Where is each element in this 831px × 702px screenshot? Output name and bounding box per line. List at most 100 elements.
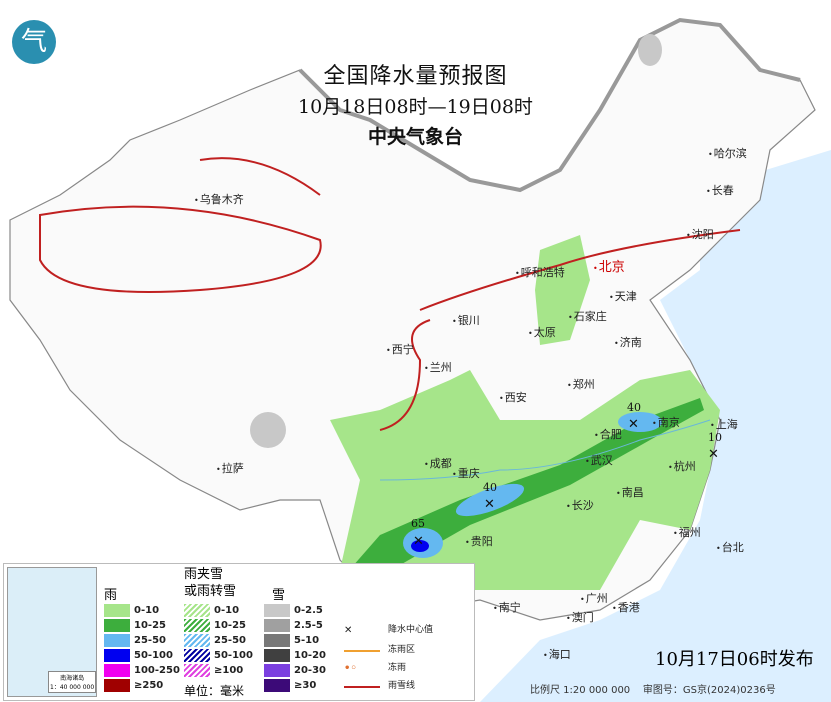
legend-swatch-mixed — [184, 649, 210, 662]
agency: 中央气象台 — [367, 126, 463, 148]
city-label: 哈尔滨 — [708, 145, 747, 161]
city-label: 北京 — [593, 256, 625, 275]
snow-line-label: 雨雪线 — [388, 681, 416, 691]
legend-label-mixed: ≥100 — [214, 665, 244, 676]
legend-swatch-mixed — [184, 634, 210, 647]
legend-label-snow: 5-10 — [294, 635, 320, 646]
issue-time: 10月17日06时发布 — [655, 649, 814, 670]
center-value: 40 — [627, 401, 641, 414]
city-label: 郑州 — [567, 376, 595, 392]
freezing-rain-label: 冻雨 — [388, 663, 407, 673]
cma-logo: 气 — [12, 20, 56, 64]
forecast-period: 10月18日08时—19日08时 — [298, 96, 533, 118]
center-value: 10 — [708, 431, 722, 444]
city-label: 合肥 — [594, 426, 622, 442]
city-label: 长沙 — [566, 497, 594, 513]
legend-label-snow: 2.5-5 — [294, 620, 323, 631]
city-label: 杭州 — [668, 458, 696, 474]
snow-0-2.5 — [638, 34, 662, 66]
legend-label-snow: ≥30 — [294, 680, 317, 691]
legend-rain-title: 雨 — [104, 588, 118, 603]
city-label: 广州 — [580, 590, 608, 606]
freezing-rain-icon: •◦ — [344, 663, 357, 674]
legend-swatch-rain — [104, 664, 130, 677]
legend-label-mixed: 25-50 — [214, 635, 246, 646]
inset-scale: 南海诸岛 1：40 000 000 — [48, 671, 97, 693]
city-label: 成都 — [424, 455, 452, 471]
legend-swatch-mixed — [184, 619, 210, 632]
rain-25-50 — [455, 483, 525, 517]
city-label: 福州 — [673, 524, 701, 540]
city-label: 拉萨 — [216, 460, 244, 476]
legend-label-snow: 10-20 — [294, 650, 326, 661]
x-mark-icon: ✕ — [413, 534, 424, 549]
legend-swatch-snow — [264, 664, 290, 677]
legend-swatch-mixed — [184, 604, 210, 617]
legend-swatch-rain — [104, 604, 130, 617]
rain-25-50 — [618, 412, 662, 432]
x-mark-icon: ✕ — [708, 447, 719, 462]
legend: 南海诸岛 1：40 000 000 雨 雨夹雪 或雨转雪 雪 0-10 10-25 2… — [3, 563, 475, 701]
legend-snow-title: 雪 — [272, 588, 286, 603]
legend-swatch-mixed — [184, 664, 210, 677]
city-label: 重庆 — [452, 465, 480, 481]
snow-line-icon — [344, 686, 380, 688]
city-label: 太原 — [528, 324, 556, 340]
center-value-label: 降水中心值 — [388, 625, 434, 635]
legend-label-mixed: 10-25 — [214, 620, 246, 631]
legend-mixed-title: 雨夹雪 或雨转雪 — [184, 567, 237, 599]
city-label: 长春 — [706, 182, 734, 198]
city-label: 上海 — [710, 416, 738, 432]
legend-swatch-rain — [104, 679, 130, 692]
city-label: 西宁 — [386, 341, 414, 357]
city-label: 香港 — [612, 599, 640, 615]
city-label: 石家庄 — [568, 308, 607, 324]
south-china-sea-inset: 南海诸岛 1：40 000 000 — [7, 567, 97, 697]
city-label: 沈阳 — [686, 226, 714, 242]
legend-label-mixed: 0-10 — [214, 605, 240, 616]
city-label: 呼和浩特 — [515, 264, 565, 280]
center-value: 40 — [483, 481, 497, 494]
city-label: 南京 — [652, 414, 680, 430]
legend-label-rain: 10-25 — [134, 620, 166, 631]
legend-swatch-snow — [264, 619, 290, 632]
legend-label-snow: 0-2.5 — [294, 605, 323, 616]
inset-scale-value: 1：40 000 000 — [50, 684, 95, 691]
freezing-zone-label: 冻雨区 — [388, 645, 416, 655]
x-mark-icon: ✕ — [628, 417, 639, 432]
center-value: 65 — [411, 517, 425, 530]
legend-swatch-rain — [104, 634, 130, 647]
legend-swatch-rain — [104, 649, 130, 662]
rain-50-100 — [411, 540, 429, 552]
snow-0-2.5 — [250, 412, 286, 448]
city-label: 乌鲁木齐 — [194, 191, 244, 207]
legend-swatch-snow — [264, 604, 290, 617]
legend-label-rain: 25-50 — [134, 635, 166, 646]
city-label: 济南 — [614, 334, 642, 350]
city-label: 西安 — [499, 389, 527, 405]
city-label: 南昌 — [616, 484, 644, 500]
map-scale: 比例尺 1:20 000 000 — [530, 685, 631, 696]
map-title: 全国降水量预报图 — [323, 64, 508, 89]
city-label: 海口 — [543, 646, 571, 662]
city-label: 银川 — [452, 312, 480, 328]
rivers — [379, 419, 711, 481]
border — [298, 17, 801, 193]
city-label: 澳门 — [566, 609, 594, 625]
inset-title: 南海诸岛 — [60, 675, 85, 682]
freezing-zone-line — [344, 650, 380, 652]
legend-swatch-rain — [104, 619, 130, 632]
footer: 比例尺 1:20 000 000 审图号：GS京(2024)0236号 — [530, 681, 776, 696]
map-approval-number: 审图号：GS京(2024)0236号 — [642, 685, 776, 696]
legend-label-mixed: 50-100 — [214, 650, 253, 661]
legend-swatch-snow — [264, 634, 290, 647]
city-label: 台北 — [716, 539, 744, 555]
x-mark-icon: ✕ — [344, 625, 353, 636]
city-label: 天津 — [609, 288, 637, 304]
snow-line — [39, 157, 741, 431]
unit-label: 单位：毫米 — [184, 684, 245, 698]
city-label: 武汉 — [585, 452, 613, 468]
city-label: 兰州 — [424, 359, 452, 375]
legend-label-rain: 0-10 — [134, 605, 160, 616]
